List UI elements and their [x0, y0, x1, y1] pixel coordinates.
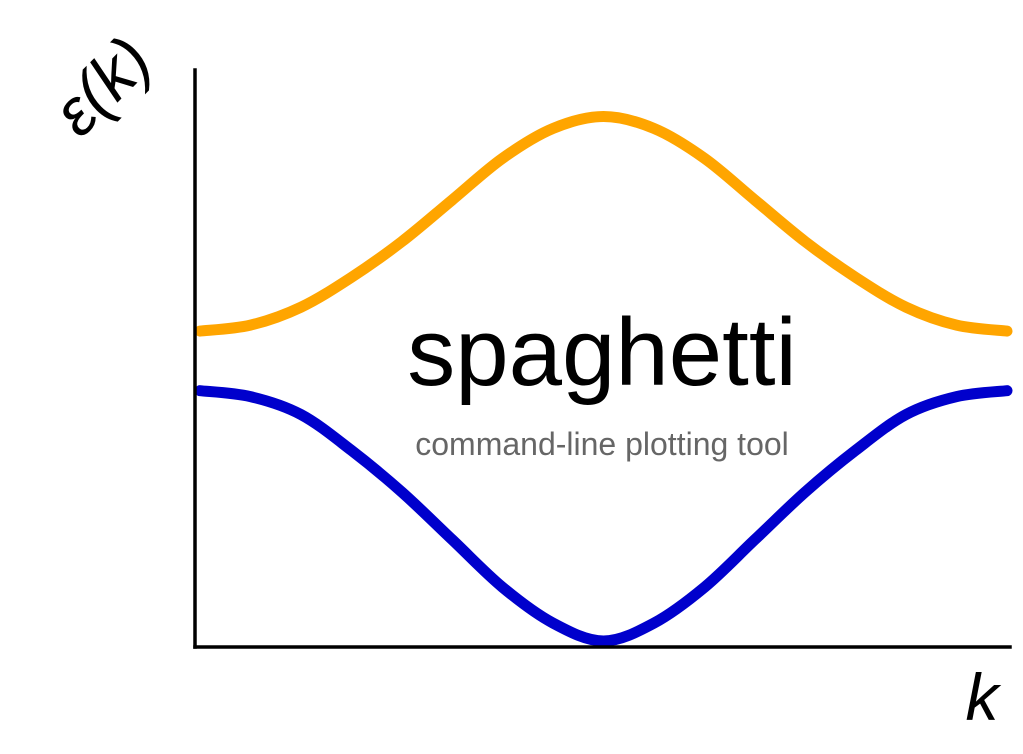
upper-band-curve [194, 111, 1013, 337]
chart-subtitle: command-line plotting tool [415, 426, 789, 462]
series-layer [194, 111, 1013, 647]
lower-band-curve [194, 385, 1013, 647]
chart-title: spaghetti [407, 299, 797, 406]
y-axis-label: ε(k) [38, 22, 165, 149]
x-axis-label: k [966, 660, 1002, 734]
